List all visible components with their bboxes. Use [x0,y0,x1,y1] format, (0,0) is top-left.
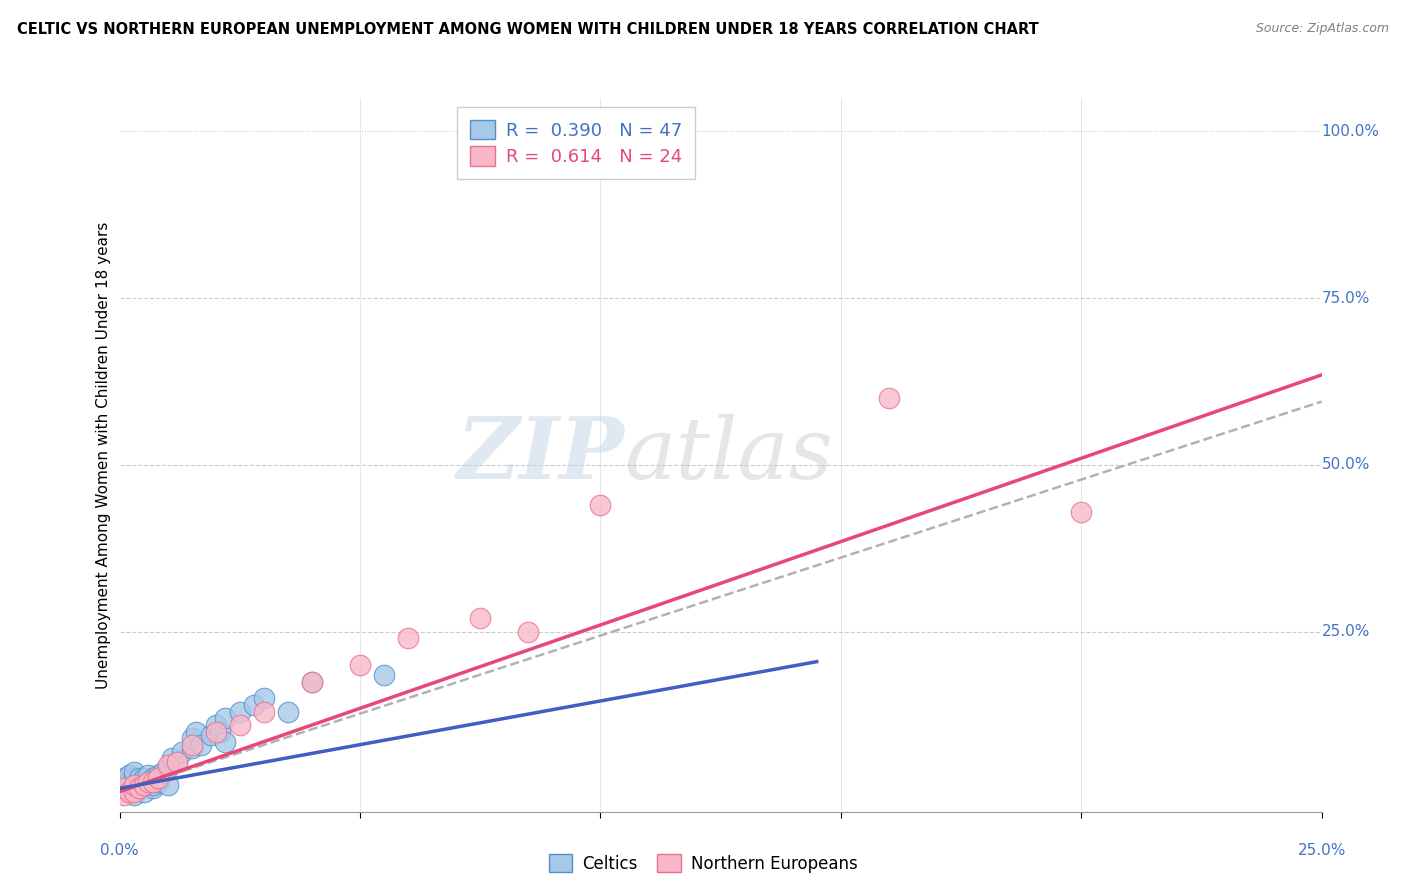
Point [877,391,900,405]
Point [180,738,202,752]
Point [142,774,165,789]
Point [118,781,141,796]
Point [166,755,188,769]
Text: 25.0%: 25.0% [1322,624,1369,640]
Point [589,498,612,512]
Point [214,711,236,725]
Point [122,764,145,779]
Point [112,781,135,796]
Text: 100.0%: 100.0% [1322,124,1379,139]
Text: 0.0%: 0.0% [100,843,139,858]
Point [228,705,252,719]
Point [138,768,160,782]
Point [122,778,145,792]
Point [146,774,169,789]
Point [132,785,155,799]
Point [243,698,266,712]
Point [1070,505,1092,519]
Point [228,718,252,732]
Point [301,674,323,689]
Point [132,778,155,792]
Point [204,718,226,732]
Point [301,674,323,689]
Point [162,751,184,765]
Point [122,772,145,786]
Point [112,772,135,786]
Text: Source: ZipAtlas.com: Source: ZipAtlas.com [1256,22,1389,36]
Y-axis label: Unemployment Among Women with Children Under 18 years: Unemployment Among Women with Children U… [96,221,111,689]
Point [132,772,155,786]
Point [349,658,371,673]
Point [122,778,145,792]
Point [190,738,212,752]
Point [166,755,188,769]
Point [138,774,160,789]
Point [214,734,236,748]
Text: CELTIC VS NORTHERN EUROPEAN UNEMPLOYMENT AMONG WOMEN WITH CHILDREN UNDER 18 YEAR: CELTIC VS NORTHERN EUROPEAN UNEMPLOYMENT… [17,22,1039,37]
Point [373,668,395,682]
Text: atlas: atlas [624,414,834,496]
Point [128,772,150,786]
Point [152,764,174,779]
Point [138,774,160,789]
Point [132,778,155,792]
Text: ZIP: ZIP [457,413,624,497]
Point [146,772,169,786]
Point [253,705,276,719]
Point [468,611,492,625]
Point [112,788,135,802]
Point [186,724,208,739]
Point [396,632,419,646]
Point [142,778,165,792]
Text: 50.0%: 50.0% [1322,458,1369,473]
Point [146,768,169,782]
Legend: R =  0.390   N = 47, R =  0.614   N = 24: R = 0.390 N = 47, R = 0.614 N = 24 [457,107,695,178]
Point [128,774,150,789]
Legend: Celtics, Northern Europeans: Celtics, Northern Europeans [541,847,865,880]
Point [200,728,222,742]
Point [156,758,179,772]
Text: 25.0%: 25.0% [1298,843,1346,858]
Point [156,761,179,775]
Point [180,741,202,756]
Point [122,785,145,799]
Point [122,781,145,796]
Point [170,745,193,759]
Point [156,778,179,792]
Point [118,768,141,782]
Point [517,624,540,639]
Point [118,774,141,789]
Point [128,781,150,796]
Point [122,788,145,802]
Point [253,691,276,706]
Point [118,778,141,792]
Point [142,772,165,786]
Point [142,781,165,796]
Point [209,724,232,739]
Point [204,724,226,739]
Point [277,705,299,719]
Point [180,731,202,746]
Point [112,774,135,789]
Point [118,785,141,799]
Point [118,785,141,799]
Point [128,781,150,796]
Point [112,778,135,792]
Text: 75.0%: 75.0% [1322,291,1369,306]
